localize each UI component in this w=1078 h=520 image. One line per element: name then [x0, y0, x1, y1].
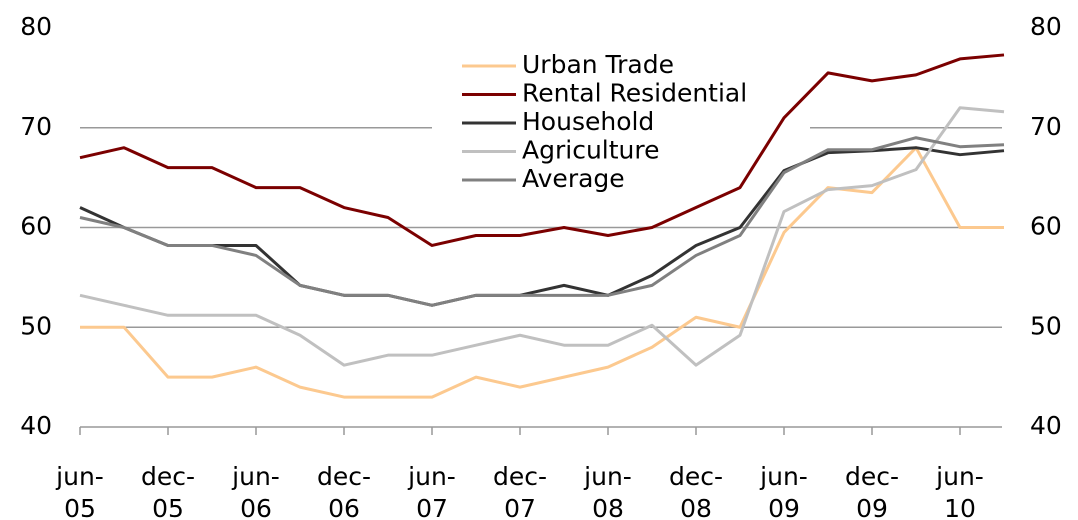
legend-label: Average — [522, 164, 625, 193]
legend-background — [432, 48, 810, 194]
x-tick-label: jun-07 — [407, 462, 456, 520]
x-tick-label: dec-05 — [141, 462, 195, 520]
y2-tick-label: 40 — [1030, 411, 1062, 440]
y-tick-label: 50 — [20, 311, 52, 340]
x-tick-label: jun-09 — [759, 462, 808, 520]
legend-label: Urban Trade — [522, 50, 674, 79]
y-tick-label: 40 — [20, 411, 52, 440]
legend-label: Rental Residential — [522, 79, 747, 108]
series-line — [79, 53, 1005, 247]
x-tick-label: dec-06 — [317, 462, 371, 520]
x-tick-label: jun-10 — [935, 462, 984, 520]
x-tick-label: jun-06 — [231, 462, 280, 520]
y-tick-label: 70 — [20, 112, 52, 141]
legend-label: Household — [522, 107, 654, 136]
series-line — [79, 146, 1005, 307]
y2-tick-label: 60 — [1030, 212, 1062, 241]
y2-tick-label: 70 — [1030, 112, 1062, 141]
series-line — [79, 136, 1005, 307]
x-tick-label: dec-09 — [845, 462, 899, 520]
y2-tick-label: 80 — [1030, 12, 1062, 41]
x-tick-label: jun-05 — [55, 462, 104, 520]
y2-tick-label: 50 — [1030, 311, 1062, 340]
legend-label: Agriculture — [522, 136, 660, 165]
x-tick-label: jun-08 — [583, 462, 632, 520]
x-tick-label: dec-08 — [669, 462, 723, 520]
y-tick-label: 80 — [20, 12, 52, 41]
x-tick-label: dec-07 — [493, 462, 547, 520]
series-line — [79, 106, 1005, 367]
y-tick-label: 60 — [20, 212, 52, 241]
series-line — [80, 146, 1004, 399]
